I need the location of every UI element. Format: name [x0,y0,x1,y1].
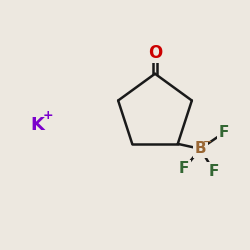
Text: B: B [194,141,206,156]
Text: F: F [219,125,229,140]
Text: F: F [179,161,189,176]
Text: O: O [148,44,162,62]
Text: F: F [209,164,219,179]
Text: +: + [43,109,53,122]
Text: −: − [202,137,212,147]
Text: K: K [30,116,44,134]
